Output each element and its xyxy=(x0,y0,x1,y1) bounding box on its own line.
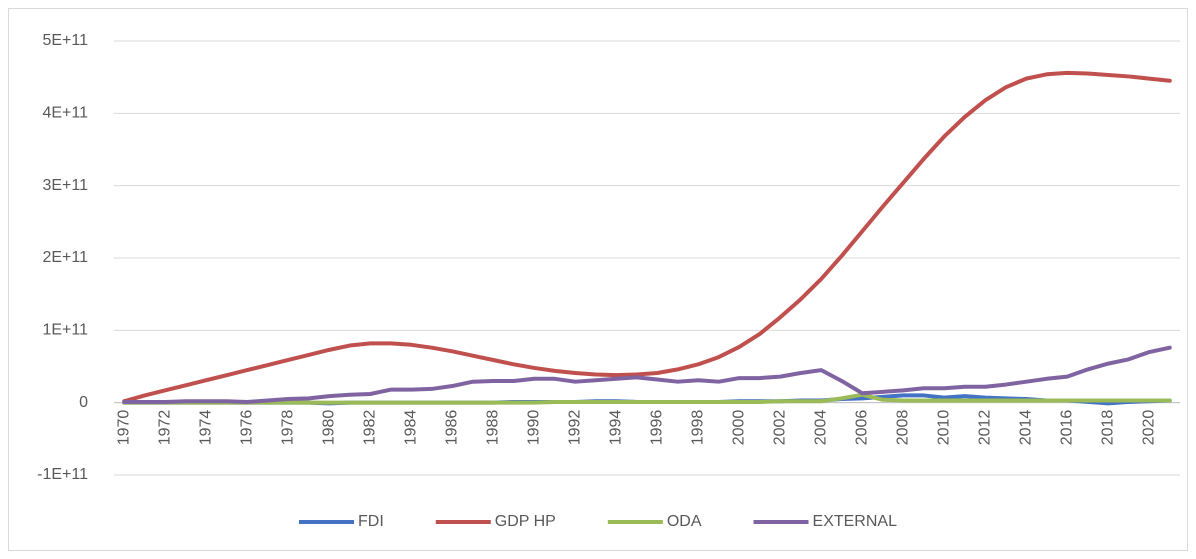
x-tick-label: 1996 xyxy=(648,410,665,446)
y-tick-label: 3E+11 xyxy=(42,177,88,194)
x-tick-label: 1970 xyxy=(115,410,132,446)
x-tick-label: 2008 xyxy=(894,410,911,446)
x-tick-label: 2010 xyxy=(935,410,952,446)
y-tick-label: -1E+11 xyxy=(37,466,88,483)
legend-label: FDI xyxy=(358,513,384,530)
y-tick-label: 2E+11 xyxy=(42,249,88,266)
series-line xyxy=(122,70,1172,404)
legend-label: ODA xyxy=(667,513,702,530)
x-tick-label: 1994 xyxy=(607,410,624,446)
x-tick-label: 2000 xyxy=(730,410,747,446)
x-tick-label: 1990 xyxy=(525,410,542,446)
x-tick-label: 2012 xyxy=(976,410,993,446)
x-tick-label: 1982 xyxy=(361,410,378,446)
x-tick-label: 2004 xyxy=(812,410,829,446)
y-tick-label: 4E+11 xyxy=(42,105,88,122)
x-tick-label: 1984 xyxy=(402,410,419,446)
legend-label: GDP HP xyxy=(495,513,556,530)
y-tick-label: 1E+11 xyxy=(42,322,88,339)
chart-border xyxy=(8,8,1188,551)
x-tick-label: 1974 xyxy=(197,410,214,446)
x-tick-label: 1992 xyxy=(566,410,583,446)
x-tick-label: 1972 xyxy=(156,410,173,446)
series-line xyxy=(122,345,1172,404)
x-tick-label: 1978 xyxy=(279,410,296,446)
y-tick-label: 0 xyxy=(79,394,88,411)
x-tick-label: 2002 xyxy=(771,410,788,446)
series-line xyxy=(122,392,1172,405)
legend-label: EXTERNAL xyxy=(813,513,898,530)
x-tick-label: 2018 xyxy=(1099,410,1116,446)
x-tick-label: 2016 xyxy=(1058,410,1075,446)
x-tick-label: 1976 xyxy=(238,410,255,446)
y-tick-label: 5E+11 xyxy=(42,32,88,49)
x-tick-label: 2006 xyxy=(853,410,870,446)
x-tick-label: 1986 xyxy=(443,410,460,446)
x-tick-label: 2020 xyxy=(1140,410,1157,446)
x-tick-label: 2014 xyxy=(1017,410,1034,446)
x-tick-label: 1980 xyxy=(320,410,337,446)
x-tick-label: 1998 xyxy=(689,410,706,446)
x-tick-label: 1988 xyxy=(484,410,501,446)
